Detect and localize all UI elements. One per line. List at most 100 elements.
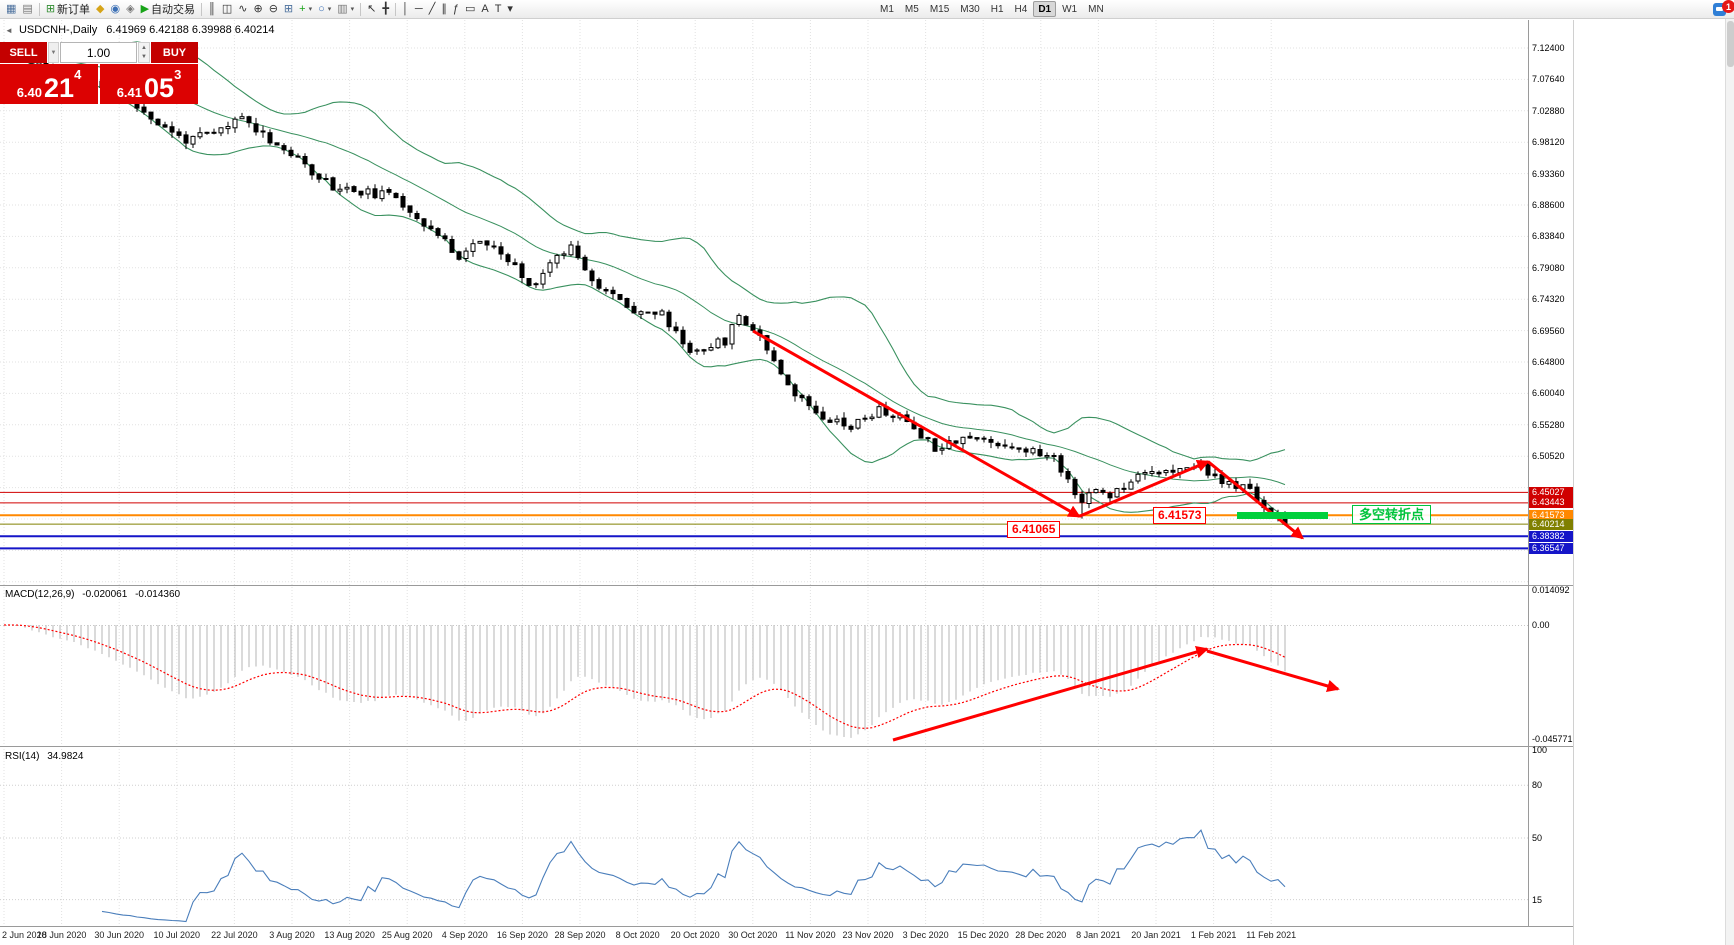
sell-button[interactable]: SELL <box>0 42 47 63</box>
profiles-button[interactable]: ▤ <box>19 1 35 18</box>
autotrade-icon: ▶ <box>140 2 150 15</box>
bar-chart-icon: ║ <box>208 2 216 15</box>
dropdown-caret-icon: ▾ <box>327 6 332 13</box>
new-order-icon: ⊞ <box>45 2 56 15</box>
vertical-line-icon: │ <box>402 2 409 15</box>
rsi-title: RSI(14) <box>5 751 40 762</box>
new-chart-icon: ▦ <box>6 2 17 15</box>
macd-title: MACD(12,26,9) <box>5 589 75 600</box>
collapse-icon[interactable]: ◄ <box>5 26 13 35</box>
chart-ohlc-label: 6.41969 6.42188 6.39988 6.40214 <box>106 24 275 36</box>
terminal-button[interactable]: ◉ <box>108 1 124 18</box>
volume-spinner: ▲ ▼ <box>138 42 150 63</box>
timeframe-button-m15[interactable]: M15 <box>929 3 950 15</box>
tile-windows-icon: ⊞ <box>283 2 294 15</box>
cursor-button[interactable]: ↖ <box>364 1 379 18</box>
timeframe-button-m1[interactable]: M1 <box>880 3 894 15</box>
dropdown-caret-icon: ▾ <box>350 6 355 13</box>
trendline-button[interactable]: ╱ <box>426 1 439 18</box>
objects-icon: ○ <box>318 2 325 15</box>
chart-title: ◄ USDCNH-,Daily 6.41969 6.42188 6.39988 … <box>5 24 275 36</box>
label-icon: T <box>494 2 502 15</box>
timeframe-button-h1[interactable]: H1 <box>990 3 1004 15</box>
tile-windows-button[interactable]: ⊞ <box>281 1 296 18</box>
rsi-header: RSI(14) 34.9824 <box>5 751 83 762</box>
navigator-icon: ◈ <box>126 2 135 15</box>
vertical-line-button[interactable]: │ <box>399 1 412 18</box>
sell-price-pips: 21 <box>44 73 75 104</box>
horizontal-line-icon: ─ <box>414 2 423 15</box>
channel-button[interactable]: ∥ <box>438 1 450 18</box>
candle-chart-icon: ◫ <box>221 2 233 15</box>
rsi-value: 34.9824 <box>47 751 84 762</box>
toolbar-separator <box>38 2 40 16</box>
macd-header: MACD(12,26,9) -0.020061 -0.014360 <box>5 589 180 600</box>
indicators-button[interactable]: + ▾ <box>296 1 315 18</box>
buy-price-pips: 05 <box>144 73 175 104</box>
shapes-icon: ▭ <box>464 2 476 15</box>
arrows-icon: ▾ <box>507 2 513 15</box>
one-click-trade-panel: SELL ▼ ▲ ▼ BUY 6.40 21 4 6.41 05 3 <box>0 42 198 104</box>
timeframe-button-d1[interactable]: D1 <box>1033 1 1057 17</box>
sell-price-point: 4 <box>74 67 82 82</box>
scrollbar-thumb[interactable] <box>1727 21 1734 67</box>
timeframe-group: M1 M5 M15 M30 H1 H4 D1 W1 MN <box>875 1 1109 17</box>
chart-symbol-label: USDCNH-,Daily <box>18 24 98 36</box>
templates-button[interactable]: ▥ ▾ <box>334 1 357 18</box>
sell-options-caret-icon[interactable]: ▼ <box>48 42 59 63</box>
objects-button[interactable]: ○ ▾ <box>315 1 334 18</box>
text-icon: A <box>481 2 489 15</box>
autotrade-button-label: 自动交易 <box>151 4 196 16</box>
bar-chart-button[interactable]: ║ <box>205 1 219 18</box>
buy-price-point: 3 <box>174 67 182 82</box>
vertical-scrollbar[interactable] <box>1725 19 1734 945</box>
turning-level-price-label[interactable]: 6.41573 <box>1153 507 1207 524</box>
timeframe-button-w1[interactable]: W1 <box>1062 3 1078 15</box>
new-order-button[interactable]: ⊞ 新订单 <box>43 1 93 18</box>
sell-price-display[interactable]: 6.40 21 4 <box>0 64 98 104</box>
support-highlight-bar[interactable] <box>1237 512 1328 519</box>
shapes-button[interactable]: ▭ <box>462 1 478 18</box>
notification-area[interactable]: 1 <box>1713 0 1734 17</box>
main-toolbar: ▦ ▤ ⊞ 新订单 ◆ ◉ ◈ ▶ 自动交易 ║ ◫ ∿ ⊕ ⊖ ⊞ + ▾ ○ ▾ ▥ ▾ ↖ ╋ │ ─ ╱ ∥ ƒ ▭ A T ▾ M1… <box>0 0 1734 19</box>
fibonacci-button[interactable]: ƒ <box>450 1 462 18</box>
volume-down-button[interactable]: ▼ <box>139 52 149 62</box>
profiles-icon: ▤ <box>22 2 33 15</box>
timeframe-button-m5[interactable]: M5 <box>904 3 919 15</box>
swing-low-price-label[interactable]: 6.41065 <box>1007 521 1061 538</box>
dropdown-caret-icon: ▾ <box>308 6 313 13</box>
autotrade-button[interactable]: ▶ 自动交易 <box>138 1 198 18</box>
label-button[interactable]: T <box>492 1 505 18</box>
candle-chart-button[interactable]: ◫ <box>219 1 235 18</box>
zoom-out-button[interactable]: ⊖ <box>266 1 281 18</box>
text-button[interactable]: A <box>478 1 491 18</box>
toolbar-buttons: ▦ ▤ ⊞ 新订单 ◆ ◉ ◈ ▶ 自动交易 ║ ◫ ∿ ⊕ ⊖ ⊞ + ▾ ○ ▾ ▥ ▾ ↖ ╋ │ ─ ╱ ∥ ƒ ▭ A T ▾ <box>3 1 516 18</box>
new-chart-button[interactable]: ▦ <box>3 1 19 18</box>
toolbar-separator <box>201 2 203 16</box>
toolbar-separator <box>360 2 362 16</box>
trendline-icon: ╱ <box>428 2 436 15</box>
timeframe-button-m30[interactable]: M30 <box>960 3 980 15</box>
timeframe-button-mn[interactable]: MN <box>1088 3 1104 15</box>
buy-button[interactable]: BUY <box>151 42 198 63</box>
volume-input[interactable] <box>60 42 137 63</box>
timeframe-button-h4[interactable]: H4 <box>1014 3 1028 15</box>
zoom-out-icon: ⊖ <box>268 2 278 15</box>
toolbar-separator <box>395 2 397 16</box>
turning-point-note[interactable]: 多空转折点 <box>1352 505 1432 524</box>
zoom-in-button[interactable]: ⊕ <box>250 1 265 18</box>
macd-value-signal: -0.014360 <box>135 589 181 600</box>
metaeditor-button[interactable]: ◆ <box>93 1 107 18</box>
arrows-button[interactable]: ▾ <box>504 1 516 18</box>
fibonacci-icon: ƒ <box>452 2 459 15</box>
macd-value-main: -0.020061 <box>82 589 128 600</box>
navigator-button[interactable]: ◈ <box>123 1 137 18</box>
crosshair-button[interactable]: ╋ <box>379 1 392 18</box>
horizontal-line-button[interactable]: ─ <box>412 1 426 18</box>
volume-up-button[interactable]: ▲ <box>139 43 149 53</box>
zoom-in-icon: ⊕ <box>253 2 263 15</box>
buy-price-display[interactable]: 6.41 05 3 <box>100 64 198 104</box>
line-chart-button[interactable]: ∿ <box>235 1 250 18</box>
